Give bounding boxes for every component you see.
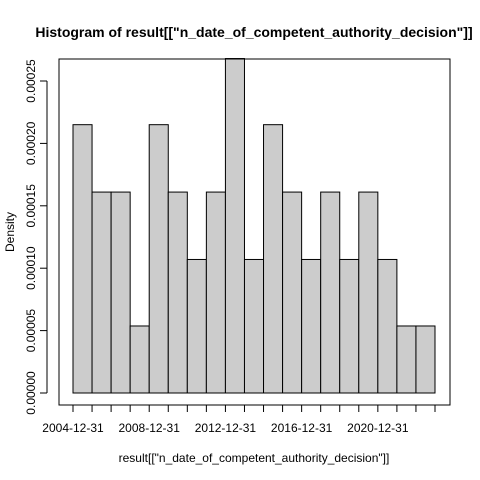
histogram-bar: [358, 191, 379, 394]
y-tick-label: 0.00000: [24, 371, 38, 415]
histogram-bar: [72, 124, 93, 394]
y-tick-label: 0.00025: [24, 59, 38, 103]
histogram-bar: [129, 325, 150, 394]
x-tick-label: 2008-12-31: [119, 421, 181, 435]
y-tick-label: 0.00005: [24, 309, 38, 353]
histogram-bar: [301, 258, 322, 394]
y-tick-label: 0.00020: [24, 121, 38, 165]
histogram-bar: [263, 124, 284, 394]
histogram-bar: [377, 258, 398, 394]
histogram-bar: [339, 258, 360, 394]
y-tick-label: 0.00010: [24, 246, 38, 290]
x-tick-label: 2012-12-31: [195, 421, 257, 435]
histogram-bar: [167, 191, 188, 394]
y-axis: 0.00000 0.00005 0.00010 0.00015 0.00020 0.000…: [24, 59, 48, 415]
histogram-bar: [148, 124, 169, 394]
x-axis: 2004-12-31 2008-12-31 2012-12-31 2016-12-31…: [42, 404, 436, 435]
x-tick-label: 2016-12-31: [271, 421, 333, 435]
y-tick-label: 0.00015: [24, 184, 38, 228]
chart-title: Histogram of result[["n_date_of_competen…: [35, 24, 472, 40]
histogram-bar: [415, 325, 436, 394]
histogram-bar: [282, 191, 303, 394]
x-tick-label: 2020-12-31: [347, 421, 409, 435]
histogram-bar: [186, 258, 207, 394]
bars-group: [72, 58, 436, 394]
x-axis-label: result[["n_date_of_competent_authority_d…: [119, 451, 390, 465]
histogram-bar: [91, 191, 112, 394]
y-axis-label: Density: [3, 212, 17, 252]
histogram-bar: [243, 258, 265, 394]
histogram-bar: [396, 325, 417, 394]
x-tick-label: 2004-12-31: [42, 421, 104, 435]
histogram-bar: [205, 191, 226, 394]
histogram-bar: [320, 191, 341, 394]
histogram-bar: [110, 191, 131, 394]
histogram-bar: [224, 58, 245, 394]
